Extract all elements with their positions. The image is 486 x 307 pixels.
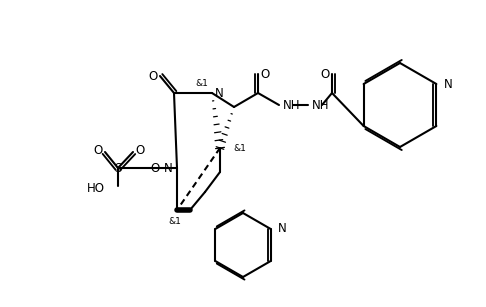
Text: O: O bbox=[148, 69, 157, 83]
Text: S: S bbox=[114, 161, 122, 174]
Text: O: O bbox=[260, 68, 270, 80]
Text: O: O bbox=[93, 143, 103, 157]
Text: N: N bbox=[164, 161, 173, 174]
Text: &1: &1 bbox=[195, 79, 208, 87]
Text: O: O bbox=[320, 68, 330, 80]
Text: O: O bbox=[150, 161, 159, 174]
Text: NH: NH bbox=[283, 99, 300, 111]
Text: O: O bbox=[136, 143, 145, 157]
Text: N: N bbox=[444, 77, 453, 91]
Text: N: N bbox=[215, 87, 224, 99]
Text: &1: &1 bbox=[169, 217, 181, 227]
Text: NH: NH bbox=[312, 99, 330, 111]
Text: HO: HO bbox=[87, 181, 105, 195]
Text: N: N bbox=[278, 223, 286, 235]
Text: &1: &1 bbox=[233, 143, 246, 153]
